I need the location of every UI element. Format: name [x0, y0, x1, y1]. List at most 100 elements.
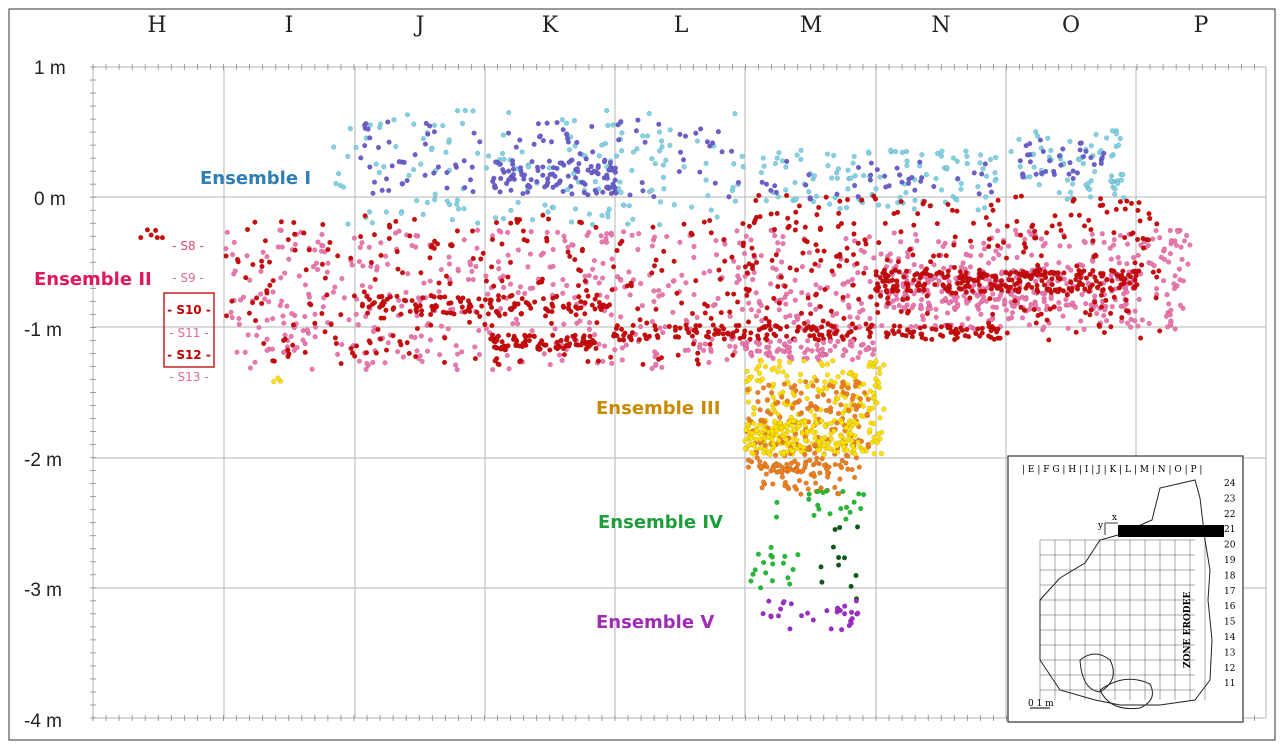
artifact-point: [1026, 322, 1033, 328]
artifact-point: [804, 346, 811, 353]
artifact-point: [333, 181, 339, 187]
inset-axis-y-label: y: [1097, 521, 1104, 531]
artifact-point: [759, 432, 765, 439]
artifact-point: [282, 270, 288, 276]
artifact-point: [480, 250, 486, 256]
artifact-point: [264, 347, 270, 354]
artifact-point: [879, 323, 885, 329]
artifact-point: [803, 182, 809, 188]
artifact-point: [1046, 337, 1052, 343]
artifact-point: [773, 189, 780, 196]
artifact-point: [319, 261, 326, 267]
inset-row-number: 14: [1224, 633, 1236, 643]
artifact-point: [689, 310, 696, 317]
artifact-point: [571, 117, 578, 124]
artifact-point: [1066, 171, 1072, 177]
artifact-point: [791, 319, 797, 326]
artifact-point: [640, 361, 646, 368]
artifact-point: [550, 281, 556, 288]
artifact-point: [973, 330, 979, 337]
artifact-point: [614, 274, 621, 280]
artifact-point: [633, 128, 640, 134]
artifact-point: [939, 270, 945, 277]
artifact-point: [1108, 324, 1114, 330]
artifact-point: [871, 421, 877, 427]
artifact-point: [731, 258, 737, 264]
artifact-point: [681, 164, 687, 170]
artifact-point: [951, 264, 958, 271]
artifact-point: [235, 259, 241, 265]
artifact-point: [963, 270, 969, 276]
artifact-point: [418, 161, 424, 167]
artifact-point: [581, 180, 587, 186]
artifact-point: [1077, 147, 1083, 153]
artifact-point: [653, 306, 659, 312]
artifact-point: [865, 346, 871, 352]
artifact-point: [756, 422, 762, 428]
artifact-point: [565, 173, 571, 179]
artifact-point: [1116, 260, 1123, 266]
artifact-point: [901, 305, 907, 311]
artifact-point: [897, 323, 903, 330]
artifact-point: [296, 273, 302, 279]
artifact-point: [422, 141, 429, 147]
artifact-point: [867, 315, 873, 322]
artifact-point: [1096, 323, 1103, 330]
artifact-point: [815, 489, 821, 495]
artifact-point: [1180, 278, 1186, 284]
artifact-point: [787, 339, 793, 345]
artifact-point: [755, 389, 761, 396]
artifact-point: [539, 276, 546, 282]
artifact-point: [841, 444, 847, 450]
artifact-point: [914, 283, 920, 289]
inset-row-number: 24: [1224, 479, 1236, 489]
artifact-point: [1065, 325, 1071, 332]
artifact-point: [783, 436, 789, 443]
artifact-point: [636, 231, 642, 237]
artifact-point: [1163, 313, 1170, 319]
artifact-point: [386, 187, 392, 194]
artifact-point: [604, 231, 610, 237]
column-letter-n: N: [931, 13, 950, 38]
artifact-point: [770, 381, 777, 387]
artifact-point: [875, 202, 882, 208]
artifact-point: [995, 326, 1001, 332]
artifact-point: [885, 295, 891, 301]
artifact-point: [497, 189, 503, 195]
artifact-point: [759, 179, 765, 185]
artifact-point: [891, 230, 897, 236]
artifact-point: [745, 464, 752, 470]
artifact-point: [310, 264, 317, 270]
artifact-point: [826, 329, 833, 335]
artifact-point: [806, 250, 813, 256]
artifact-point: [600, 189, 606, 195]
artifact-point: [1137, 218, 1143, 224]
inset-row-number: 13: [1224, 648, 1236, 658]
artifact-point: [1003, 307, 1010, 313]
artifact-point: [779, 464, 785, 470]
artifact-point: [912, 232, 919, 238]
artifact-point: [599, 275, 606, 281]
artifact-point: [873, 186, 879, 192]
artifact-point: [587, 333, 593, 339]
artifact-point: [1092, 299, 1098, 305]
artifact-point: [802, 350, 808, 356]
artifact-point: [1056, 221, 1063, 227]
artifact-point: [660, 162, 667, 168]
artifact-point: [488, 336, 494, 342]
artifact-point: [637, 317, 643, 323]
artifact-point: [918, 297, 925, 303]
artifact-point: [270, 316, 276, 322]
artifact-point: [583, 342, 590, 348]
artifact-point: [621, 202, 627, 208]
artifact-point: [761, 163, 767, 169]
artifact-point: [672, 324, 678, 330]
artifact-point: [1124, 289, 1130, 295]
artifact-point: [595, 165, 601, 171]
artifact-point: [836, 263, 843, 269]
artifact-point: [750, 420, 757, 426]
artifact-point: [440, 123, 446, 129]
artifact-point: [1150, 236, 1156, 242]
artifact-point: [921, 287, 927, 293]
